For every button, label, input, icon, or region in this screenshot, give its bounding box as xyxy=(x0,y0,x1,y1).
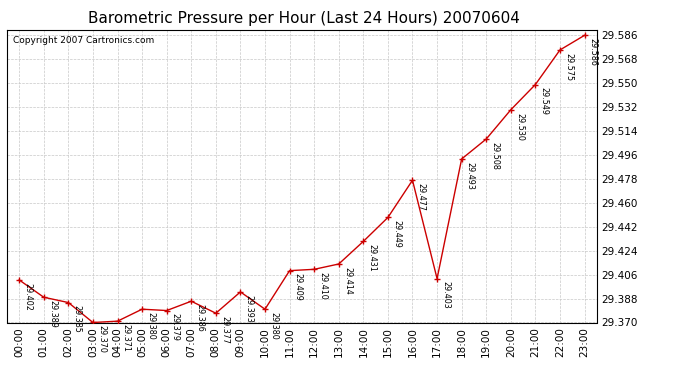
Text: 29.403: 29.403 xyxy=(441,281,451,309)
Text: 29.575: 29.575 xyxy=(564,53,573,81)
Text: 29.379: 29.379 xyxy=(171,313,180,341)
Text: 29.370: 29.370 xyxy=(97,325,106,353)
Text: 29.530: 29.530 xyxy=(515,112,524,140)
Text: 29.393: 29.393 xyxy=(244,295,254,322)
Text: 29.389: 29.389 xyxy=(48,300,57,328)
Text: Copyright 2007 Cartronics.com: Copyright 2007 Cartronics.com xyxy=(13,36,154,45)
Text: 29.386: 29.386 xyxy=(195,304,204,332)
Text: 29.493: 29.493 xyxy=(466,162,475,190)
Text: 29.371: 29.371 xyxy=(121,324,130,352)
Text: 29.377: 29.377 xyxy=(220,316,229,344)
Text: 29.385: 29.385 xyxy=(72,305,81,333)
Text: 29.414: 29.414 xyxy=(343,267,352,294)
Text: 29.586: 29.586 xyxy=(589,38,598,66)
Text: 29.477: 29.477 xyxy=(417,183,426,211)
Text: 29.402: 29.402 xyxy=(23,283,32,310)
Text: 29.410: 29.410 xyxy=(318,272,327,300)
Text: 29.431: 29.431 xyxy=(368,244,377,272)
Text: 29.380: 29.380 xyxy=(269,312,278,340)
Text: 29.409: 29.409 xyxy=(294,273,303,301)
Text: 29.549: 29.549 xyxy=(540,87,549,115)
Text: 29.508: 29.508 xyxy=(491,142,500,170)
Text: 29.380: 29.380 xyxy=(146,312,155,340)
Text: Barometric Pressure per Hour (Last 24 Hours) 20070604: Barometric Pressure per Hour (Last 24 Ho… xyxy=(88,11,520,26)
Text: 29.449: 29.449 xyxy=(392,220,401,248)
